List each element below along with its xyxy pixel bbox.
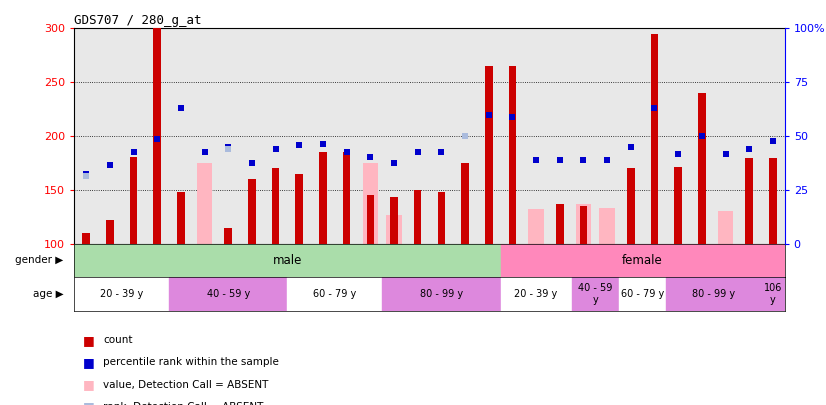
Bar [529,209,544,244]
Bar [556,204,563,244]
Text: GDS707 / 280_g_at: GDS707 / 280_g_at [74,14,202,27]
Bar [387,215,401,244]
Bar [272,168,279,244]
Bar [287,277,382,311]
Bar [106,220,114,244]
Bar [414,190,421,244]
Bar [651,34,658,244]
Text: 60 - 79 y: 60 - 79 y [313,289,357,299]
Bar [718,211,733,244]
Text: 80 - 99 y: 80 - 99 y [692,289,735,299]
Text: value, Detection Call = ABSENT: value, Detection Call = ABSENT [103,380,268,390]
Text: 106
y: 106 y [764,283,782,305]
Bar [576,204,591,244]
Text: 40 - 59
y: 40 - 59 y [578,283,612,305]
Text: ■: ■ [83,401,94,405]
Bar [169,277,287,311]
Bar [761,277,785,311]
Bar [177,192,185,244]
Bar [600,208,615,244]
Bar [461,163,469,244]
Bar [769,158,776,244]
Bar [501,277,572,311]
Bar [130,156,137,244]
Bar [674,167,682,244]
Text: male: male [273,254,302,267]
Bar [509,66,516,244]
Bar [248,179,256,244]
Bar [745,158,753,244]
Bar [390,197,398,244]
Bar [343,152,350,244]
Text: female: female [622,254,663,267]
Bar [485,66,492,244]
Bar [382,277,501,311]
Bar [74,244,501,277]
Bar [154,28,161,244]
Bar [572,277,619,311]
Bar [619,277,667,311]
Text: ■: ■ [83,356,94,369]
Text: 60 - 79 y: 60 - 79 y [621,289,664,299]
Bar [667,277,761,311]
Text: 80 - 99 y: 80 - 99 y [420,289,463,299]
Text: 40 - 59 y: 40 - 59 y [206,289,250,299]
Text: gender ▶: gender ▶ [16,256,64,266]
Bar [83,233,90,244]
Text: 20 - 39 y: 20 - 39 y [100,289,144,299]
Bar [627,168,634,244]
Text: percentile rank within the sample: percentile rank within the sample [103,358,279,367]
Bar [501,244,785,277]
Bar [580,206,587,244]
Bar [74,277,169,311]
Bar [225,228,232,244]
Text: ■: ■ [83,378,94,391]
Bar [296,174,303,244]
Text: age ▶: age ▶ [33,289,64,299]
Bar [698,93,705,244]
Text: 20 - 39 y: 20 - 39 y [515,289,558,299]
Bar [367,195,374,244]
Bar [363,163,378,244]
Bar [197,163,212,244]
Bar [319,152,327,244]
Bar [438,192,445,244]
Text: count: count [103,335,133,345]
Text: ■: ■ [83,334,94,347]
Text: rank, Detection Call = ABSENT: rank, Detection Call = ABSENT [103,402,263,405]
